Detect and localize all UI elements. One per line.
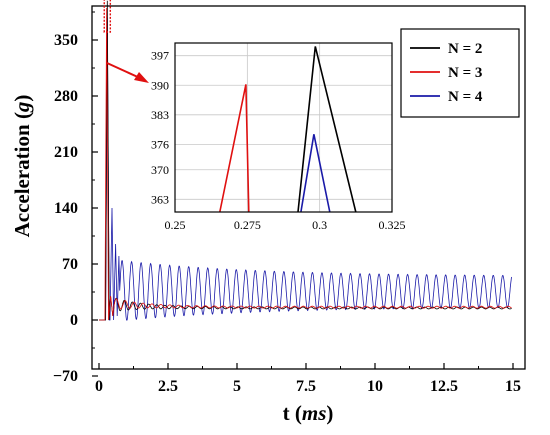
x-tick-label: 0 — [95, 378, 103, 395]
inset-series-line — [219, 84, 250, 212]
legend-label: N = 2 — [448, 41, 482, 57]
inset-y-tick-label: 376 — [151, 137, 169, 151]
x-tick-label: 15 — [505, 378, 521, 395]
inset-frame — [174, 42, 393, 213]
inset-y-tick-label: 390 — [151, 78, 169, 92]
zoom-arrow-head — [134, 72, 149, 83]
inset-x-tick-label: 0.25 — [165, 218, 186, 232]
inset-y-tick-label: 397 — [151, 49, 169, 63]
inset-series-line — [297, 46, 357, 212]
inset-y-tick-label: 383 — [151, 108, 169, 122]
x-tick-label: 5 — [233, 378, 241, 395]
y-axis-title: Acceleration (g) — [10, 95, 34, 238]
inset-y-tick-label: 363 — [151, 192, 169, 206]
x-tick-label: 2.5 — [158, 378, 178, 395]
zoom-region-box — [103, 0, 112, 33]
legend: N = 2 N = 3 N = 4 — [400, 28, 520, 118]
y-tick-label: 210 — [54, 144, 78, 161]
x-tick-label: 10 — [367, 378, 383, 395]
legend-box — [400, 28, 520, 118]
x-axis-title: t (ms) — [283, 401, 334, 425]
legend-label: N = 4 — [448, 89, 483, 105]
inset-y-tick-label: 370 — [151, 163, 169, 177]
y-tick-label: 140 — [54, 200, 78, 217]
y-tick-label: −70 — [53, 368, 78, 385]
y-tick-label: 280 — [54, 88, 78, 105]
y-tick-label: 350 — [54, 32, 78, 49]
x-tick-label: 12.5 — [430, 378, 458, 395]
plot-frame — [91, 5, 526, 370]
legend-label: N = 3 — [448, 65, 482, 81]
y-tick-label: 0 — [70, 312, 78, 329]
y-tick-label: 70 — [62, 256, 78, 273]
inset-series-line — [300, 134, 331, 212]
series-line-n2 — [99, 0, 512, 321]
inset-zoom-panel: 0.25 0.275 0.3 0.325 363 370 376 383 390 397 — [151, 42, 406, 232]
x-tick-label: 7.5 — [296, 378, 316, 395]
inset-background — [175, 43, 392, 212]
inset-x-tick-label: 0.325 — [379, 218, 406, 232]
zoom-arrow — [106, 62, 141, 79]
inset-x-tick-label: 0.275 — [234, 218, 261, 232]
series-line-n3 — [99, 7, 512, 321]
inset-x-tick-label: 0.3 — [312, 218, 327, 232]
inset-traces — [219, 46, 357, 212]
series-traces — [99, 0, 512, 321]
